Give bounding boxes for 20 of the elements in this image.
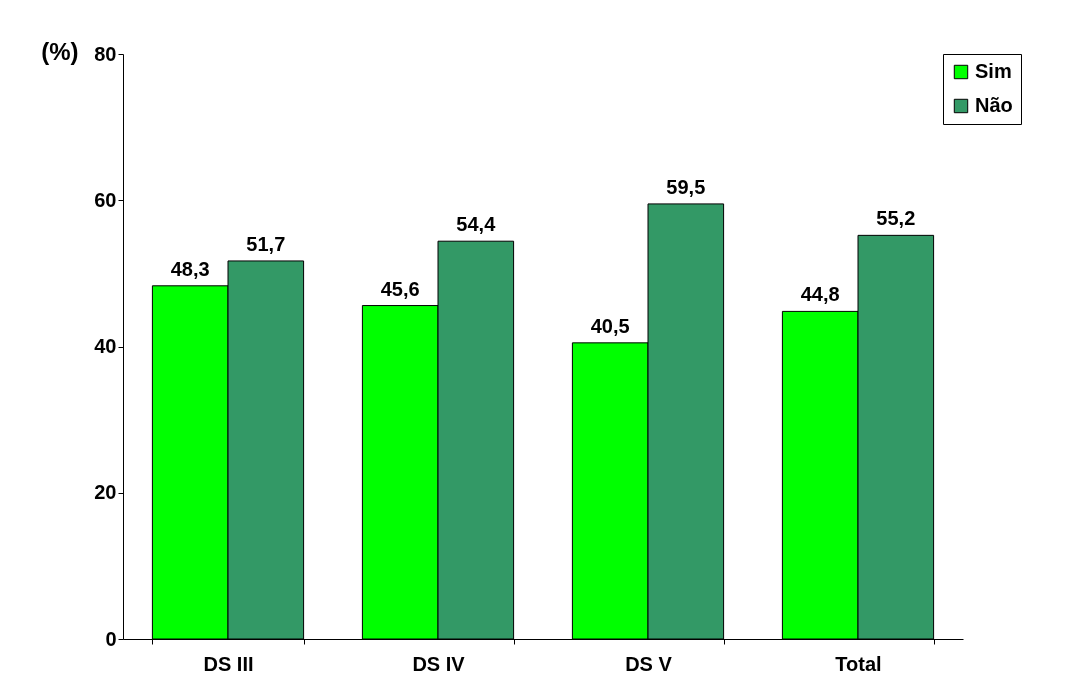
data-label: 55,2 (876, 207, 916, 230)
y-axis-title: (%) (41, 37, 79, 65)
y-tick-label: 0 (105, 627, 117, 650)
x-tick-label: DS V (625, 652, 673, 673)
legend-label: Não (975, 94, 1013, 116)
data-label: 48,3 (170, 257, 210, 280)
y-tick-label: 40 (94, 335, 117, 357)
data-label: 40,5 (590, 314, 630, 337)
x-tick-label: Total (835, 652, 882, 673)
data-label: 45,6 (380, 277, 420, 300)
x-tick-label: DS III (203, 652, 254, 673)
data-label: 54,4 (456, 213, 497, 236)
data-label: 51,7 (246, 232, 286, 255)
y-tick-label: 80 (94, 42, 117, 65)
legend-label: Sim (975, 60, 1012, 82)
data-label: 59,5 (666, 175, 706, 198)
data-label: 44,8 (800, 283, 840, 306)
y-tick-label: 60 (94, 188, 117, 211)
y-tick-label: 20 (94, 481, 117, 504)
x-tick-label: DS IV (412, 652, 466, 673)
